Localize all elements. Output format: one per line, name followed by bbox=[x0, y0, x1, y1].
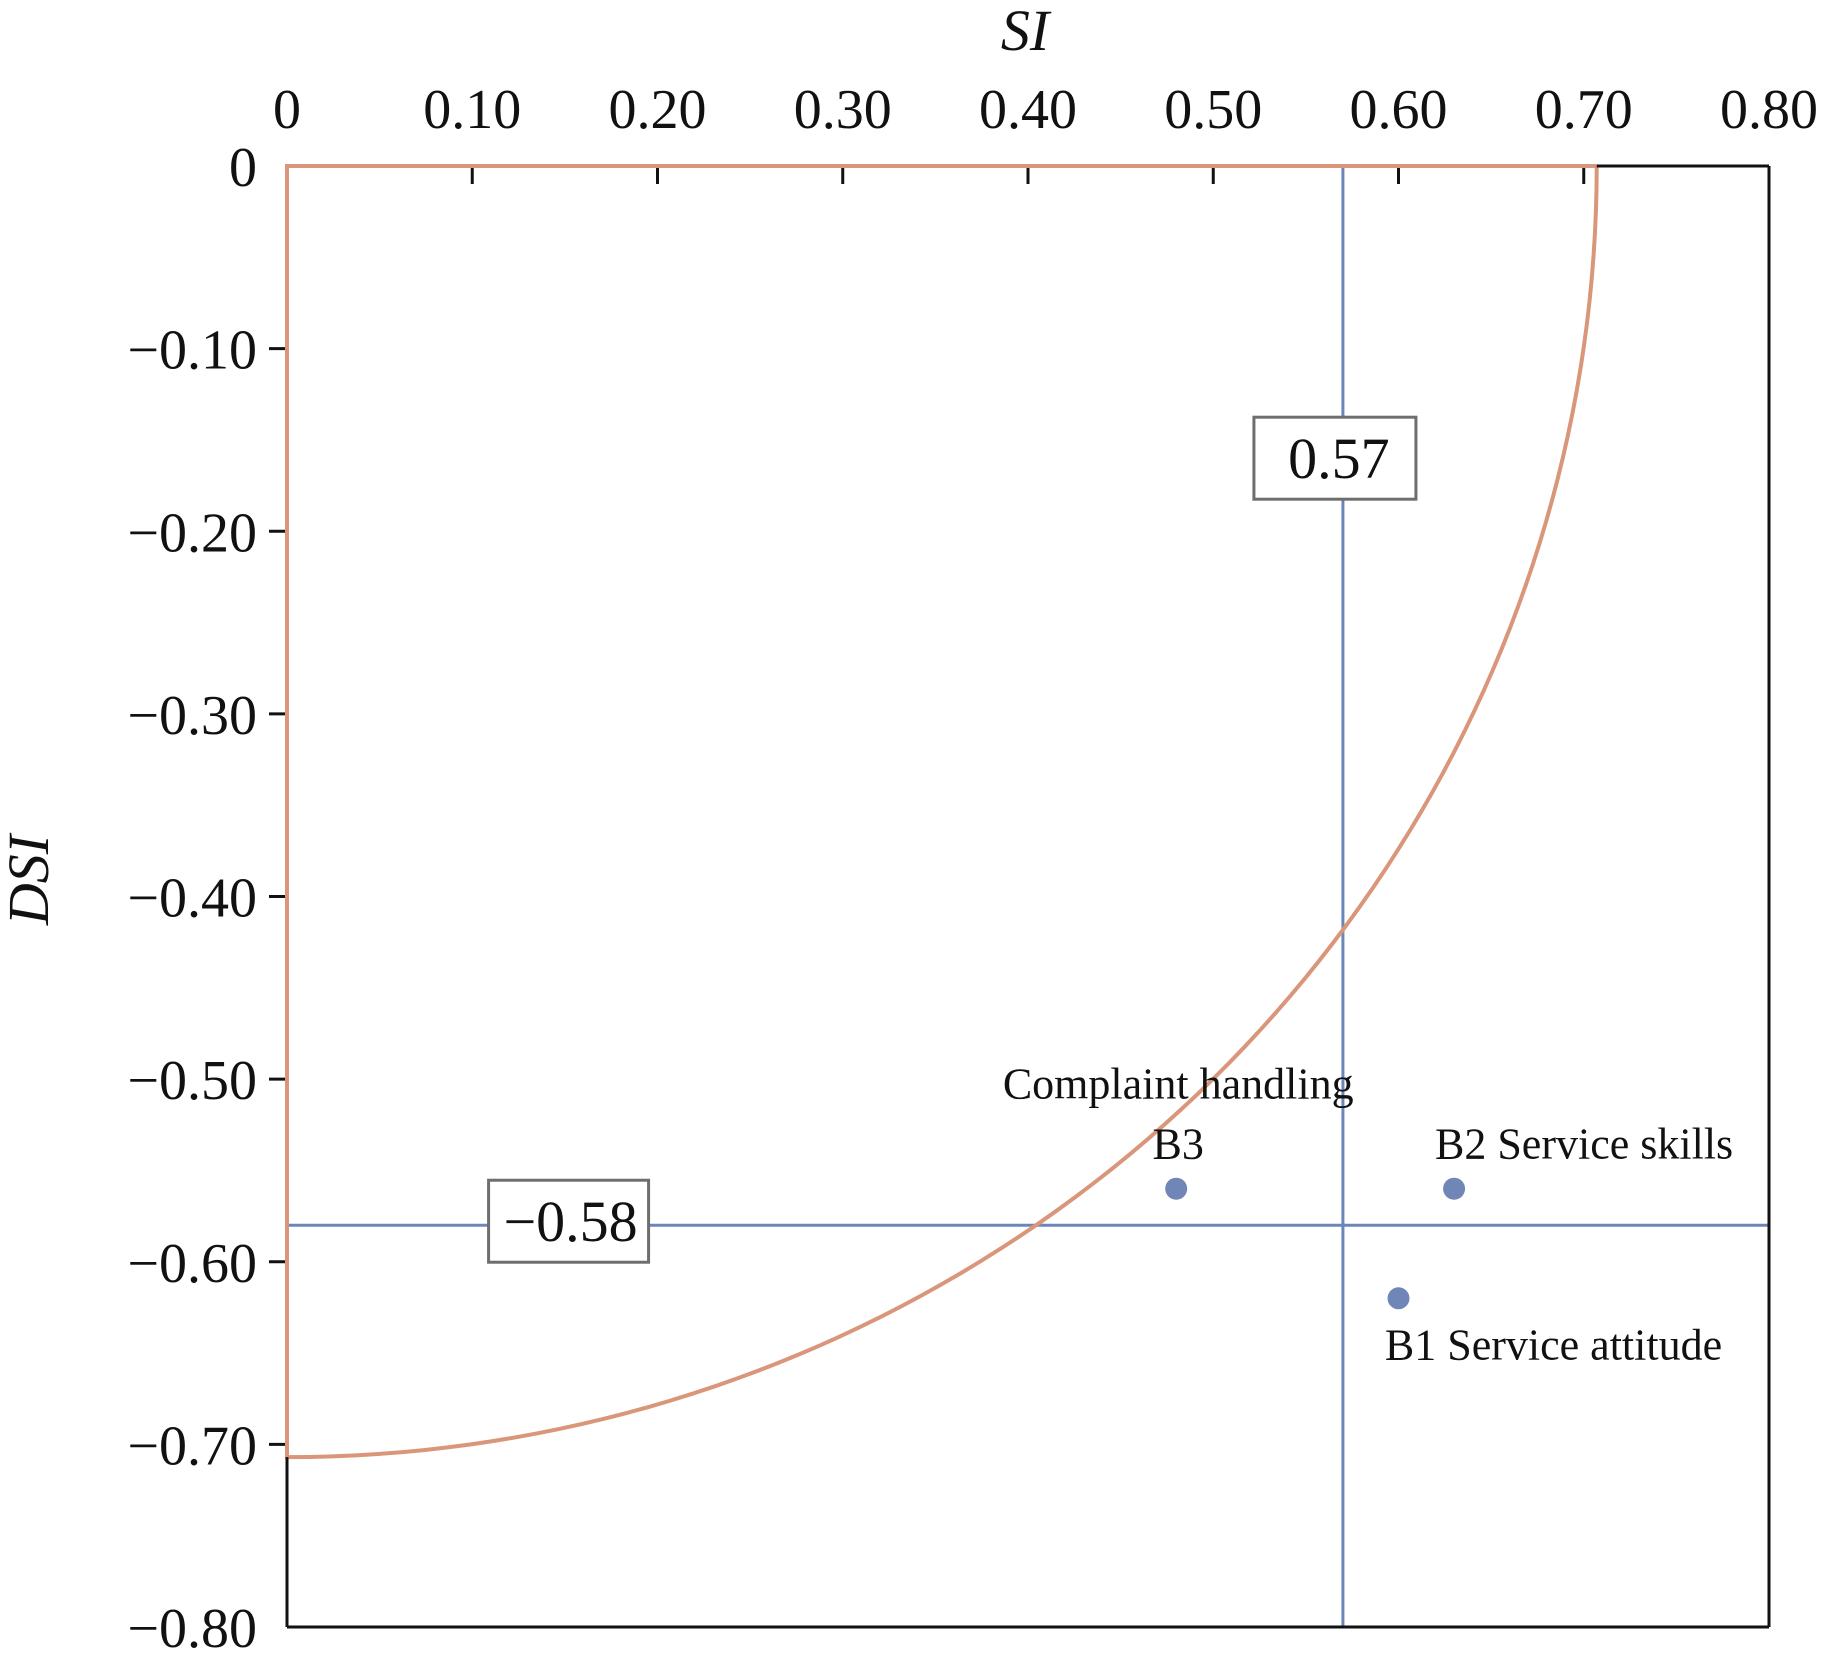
x-ticks: 0 0.10 0.20 0.30 0.40 0.50 0.60 0.70 0.80 bbox=[273, 79, 1818, 184]
quarter-circle-curve bbox=[285, 164, 1599, 1460]
reference-label-horizontal-box: −0.58 bbox=[487, 1178, 651, 1264]
point-label-b3-line1: Complaint handling bbox=[1003, 1060, 1354, 1109]
x-axis-title: SI bbox=[1001, 0, 1052, 63]
reference-label-vertical-box: 0.57 bbox=[1252, 415, 1418, 501]
point-label-b1: B1 Service attitude bbox=[1385, 1320, 1722, 1369]
x-tick-label: 0.40 bbox=[979, 79, 1077, 141]
x-tick-label: 0 bbox=[273, 79, 301, 141]
y-axis-title: DSI bbox=[0, 832, 61, 926]
y-tick-label: 0 bbox=[229, 137, 257, 199]
x-tick-label: 0.50 bbox=[1164, 79, 1262, 141]
y-ticks: 0 −0.10 −0.20 −0.30 −0.40 −0.50 −0.60 −0.70 −0.8… bbox=[127, 137, 287, 1655]
x-tick-label: 0.70 bbox=[1535, 79, 1633, 141]
x-tick-label: 0.30 bbox=[794, 79, 892, 141]
y-tick-label: −0.20 bbox=[127, 502, 257, 564]
y-tick-label: −0.30 bbox=[127, 685, 257, 747]
data-points: B1 Service attitude B2 Service skills Comp… bbox=[1003, 1060, 1733, 1370]
data-point bbox=[1443, 1177, 1466, 1200]
data-point bbox=[1387, 1287, 1410, 1310]
reference-label-horizontal: −0.58 bbox=[503, 1189, 637, 1254]
y-tick-label: −0.50 bbox=[127, 1050, 257, 1112]
x-tick-label: 0.20 bbox=[609, 79, 707, 141]
y-tick-label: −0.10 bbox=[127, 320, 257, 382]
x-tick-label: 0.10 bbox=[423, 79, 521, 141]
point-label-b2: B2 Service skills bbox=[1435, 1120, 1733, 1169]
x-tick-label: 0.80 bbox=[1720, 79, 1818, 141]
y-tick-label: −0.70 bbox=[127, 1415, 257, 1477]
reference-label-vertical: 0.57 bbox=[1288, 426, 1390, 491]
x-tick-label: 0.60 bbox=[1350, 79, 1448, 141]
y-tick-label: −0.40 bbox=[127, 868, 257, 930]
y-tick-label: −0.60 bbox=[127, 1233, 257, 1295]
point-label-b3-line2: B3 bbox=[1153, 1120, 1204, 1169]
data-point bbox=[1165, 1177, 1188, 1200]
y-tick-label: −0.80 bbox=[127, 1598, 257, 1655]
